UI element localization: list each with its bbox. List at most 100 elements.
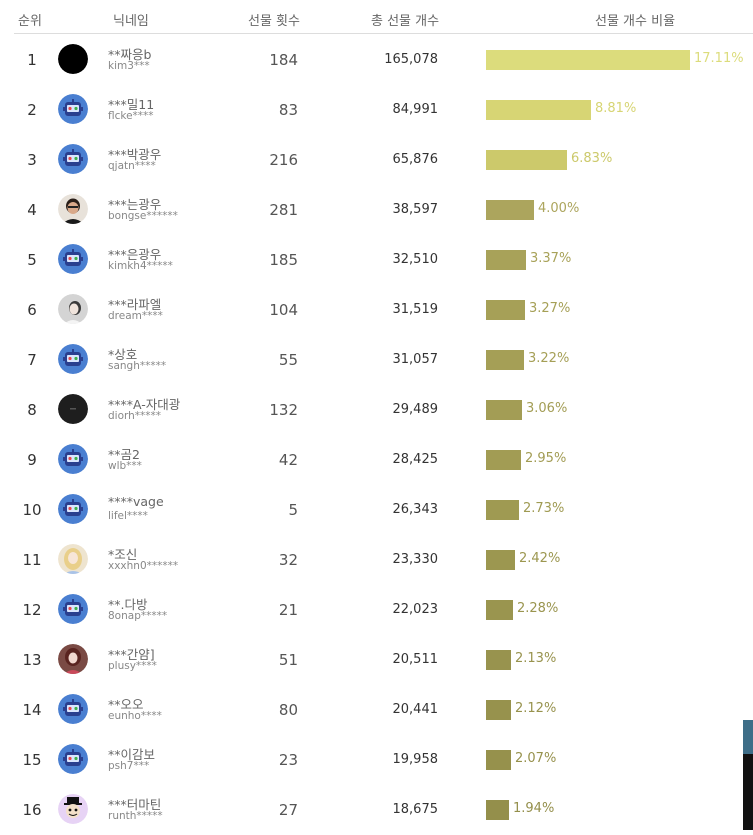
total-gifts: 165,078 (384, 52, 438, 67)
table-row[interactable]: 14 **오오 eunho**** 80 20,441 2.12% (0, 685, 753, 735)
user-id: flcke**** (108, 110, 154, 122)
user-avatar[interactable] (58, 244, 88, 274)
user-nickname[interactable]: ***밀11 (108, 97, 155, 112)
table-row[interactable]: 16 ***터마틴 runth***** 27 18,675 1.94% (0, 785, 753, 835)
ratio-percent: 6.83% (571, 151, 613, 166)
header-gift-count[interactable]: 선물 횟수 (248, 14, 300, 29)
rank-number: 16 (22, 801, 42, 819)
user-nickname[interactable]: ****vage (108, 494, 164, 509)
user-nickname[interactable]: ***간얌] (108, 647, 155, 662)
table-row[interactable]: 2 ***밀11 flcke**** 83 84,991 8.81% (0, 85, 753, 135)
ratio-percent: 3.22% (528, 351, 570, 366)
table-row[interactable]: 5 ***은광우 kimkh4***** 185 32,510 3.37% (0, 235, 753, 285)
user-avatar[interactable] (58, 194, 88, 224)
table-row[interactable]: 15 **이감보 psh7*** 23 19,958 2.07% (0, 735, 753, 785)
rank-number: 11 (22, 551, 42, 569)
user-avatar[interactable] (58, 394, 88, 424)
user-nickname[interactable]: ***박광우 (108, 147, 162, 162)
user-avatar[interactable] (58, 344, 88, 374)
ratio-percent: 2.12% (515, 701, 557, 716)
gift-count: 83 (278, 101, 298, 119)
user-nickname[interactable]: **.다방 (108, 597, 148, 612)
table-row[interactable]: 10 ****vage lifel**** 5 26,343 2.73% (0, 485, 753, 535)
ratio-bar (486, 50, 690, 70)
user-avatar[interactable] (58, 744, 88, 774)
user-nickname[interactable]: ***는광우 (108, 197, 162, 212)
ratio-bar (486, 400, 522, 420)
total-gifts: 20,511 (392, 652, 439, 667)
user-id: bongse****** (108, 210, 178, 222)
gift-count: 184 (269, 51, 298, 69)
ratio-percent: 3.06% (526, 401, 568, 416)
ratio-percent: 1.94% (513, 801, 555, 816)
rank-number: 5 (27, 251, 37, 269)
gift-count: 5 (288, 501, 298, 519)
ratio-bar (486, 450, 521, 470)
rank-number: 1 (27, 51, 37, 69)
user-avatar[interactable] (58, 94, 88, 124)
rank-number: 10 (22, 501, 42, 519)
user-avatar[interactable] (58, 544, 88, 574)
header-divider (14, 33, 753, 34)
user-avatar[interactable] (58, 794, 88, 824)
user-avatar[interactable] (58, 644, 88, 674)
gift-count: 185 (269, 251, 298, 269)
ratio-bar (486, 200, 534, 220)
user-nickname[interactable]: *조신 (108, 547, 138, 562)
gift-count: 27 (278, 801, 298, 819)
header-nickname[interactable]: 닉네임 (113, 14, 149, 29)
user-id: kimkh4***** (108, 260, 173, 272)
table-row[interactable]: 1 **짜응b kim3*** 184 165,078 17.11% (0, 35, 753, 85)
user-id: qjatn**** (108, 160, 156, 172)
gift-count: 132 (269, 401, 298, 419)
ratio-bar (486, 250, 526, 270)
rank-number: 12 (22, 601, 42, 619)
user-nickname[interactable]: **이감보 (108, 747, 156, 762)
table-row[interactable]: 4 ***는광우 bongse****** 281 38,597 4.00% (0, 185, 753, 235)
user-avatar[interactable] (58, 44, 88, 74)
user-avatar[interactable] (58, 594, 88, 624)
user-nickname[interactable]: **곰2 (108, 447, 140, 462)
header-gift-ratio[interactable]: 선물 개수 비율 (595, 14, 676, 29)
rank-number: 3 (27, 151, 37, 169)
user-avatar[interactable] (58, 144, 88, 174)
header-rank[interactable]: 순위 (18, 14, 42, 29)
table-row[interactable]: 9 **곰2 wlb*** 42 28,425 2.95% (0, 435, 753, 485)
gift-count: 32 (278, 551, 298, 569)
user-avatar[interactable] (58, 294, 88, 324)
user-id: diorh***** (108, 410, 162, 422)
total-gifts: 28,425 (392, 452, 439, 467)
rank-number: 6 (27, 301, 37, 319)
table-row[interactable]: 11 *조신 xxxhn0****** 32 23,330 2.42% (0, 535, 753, 585)
table-row[interactable]: 12 **.다방 8onap***** 21 22,023 2.28% (0, 585, 753, 635)
total-gifts: 38,597 (392, 202, 439, 217)
user-nickname[interactable]: ***은광우 (108, 247, 162, 262)
user-id: runth***** (108, 810, 163, 822)
table-row[interactable]: 7 *상호 sangh***** 55 31,057 3.22% (0, 335, 753, 385)
user-nickname[interactable]: ****A-자대광 (108, 397, 181, 412)
header-total-gifts[interactable]: 총 선물 개수 (371, 14, 440, 29)
user-nickname[interactable]: ***라파엘 (108, 297, 162, 312)
total-gifts: 19,958 (392, 752, 439, 767)
ratio-bar (486, 750, 511, 770)
table-row[interactable]: 3 ***박광우 qjatn**** 216 65,876 6.83% (0, 135, 753, 185)
table-row[interactable]: 8 ****A-자대광 diorh***** 132 29,489 3.06% (0, 385, 753, 435)
user-id: xxxhn0****** (108, 560, 179, 572)
ratio-percent: 2.07% (515, 751, 557, 766)
user-avatar[interactable] (58, 444, 88, 474)
table-row[interactable]: 6 ***라파엘 dream**** 104 31,519 3.27% (0, 285, 753, 335)
user-nickname[interactable]: **오오 (108, 697, 144, 712)
user-nickname[interactable]: **짜응b (108, 47, 152, 62)
user-avatar[interactable] (58, 694, 88, 724)
table-header: 순위 닉네임 선물 횟수 총 선물 개수 선물 개수 비율 (0, 0, 753, 34)
rank-number: 4 (27, 201, 37, 219)
table-row[interactable]: 13 ***간얌] plusy**** 51 20,511 2.13% (0, 635, 753, 685)
total-gifts: 23,330 (392, 552, 439, 567)
user-avatar[interactable] (58, 494, 88, 524)
gift-count: 42 (278, 451, 298, 469)
user-id: eunho**** (108, 710, 162, 722)
ratio-percent: 2.13% (515, 651, 557, 666)
gift-count: 51 (278, 651, 298, 669)
user-nickname[interactable]: *상호 (108, 347, 138, 362)
user-nickname[interactable]: ***터마틴 (108, 797, 162, 812)
